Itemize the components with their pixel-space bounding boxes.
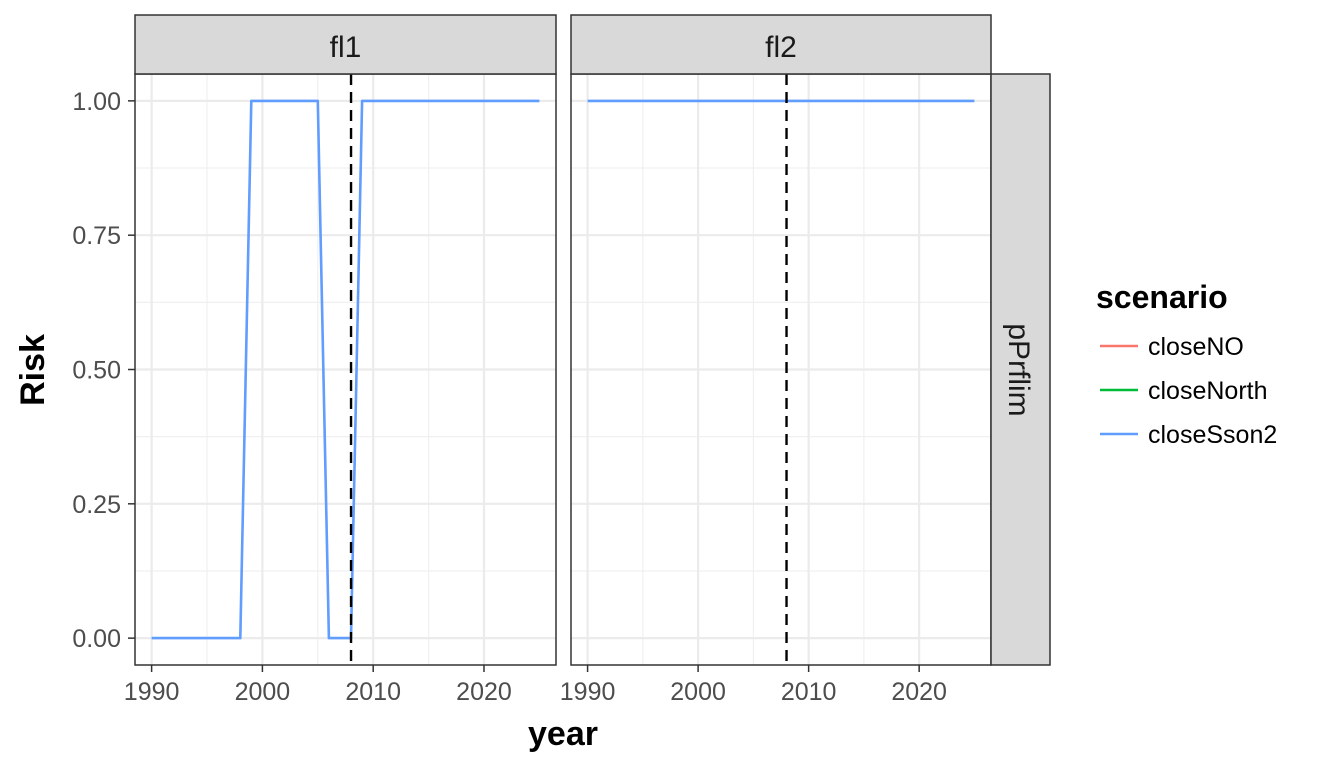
x-axis-title: year — [528, 715, 598, 753]
row-strip-label: pPrflim — [1002, 323, 1035, 416]
strip-label-fl2: fl2 — [765, 31, 797, 64]
legend-entries: closeNO closeNorth closeSson2 — [1100, 333, 1277, 449]
legend-label-closeSson2: closeSson2 — [1148, 421, 1277, 449]
y-tick-label: 0.25 — [72, 491, 121, 519]
strip-label-fl1: fl1 — [330, 31, 362, 64]
x-tick-label: 2000 — [235, 678, 291, 706]
strip-box — [570, 14, 992, 75]
panel-fl2: fl2 1990 2000 2010 2020 — [560, 14, 992, 706]
y-tick-label: 0.75 — [72, 222, 121, 250]
series-line-closeSson2 — [151, 99, 540, 640]
row-strip: pPrflim — [990, 73, 1051, 666]
legend-label-closeNO: closeNO — [1148, 333, 1244, 361]
x-tick-label: 2010 — [345, 678, 401, 706]
strip-box — [134, 14, 557, 75]
x-tick-label: 2010 — [781, 678, 837, 706]
legend-entry-closeNorth: closeNorth — [1100, 377, 1268, 405]
x-tick-label: 2020 — [456, 678, 512, 706]
y-tick-label: 1.00 — [72, 88, 121, 116]
y-tick-label: 0.00 — [72, 625, 121, 653]
panel-fl1: fl1 1990 2000 2010 2020 0.00 0.25 0.50 0.75 1.00 — [72, 14, 557, 706]
row-strip-box — [990, 73, 1051, 666]
legend-entry-closeSson2: closeSson2 — [1100, 421, 1277, 449]
x-tick-label: 2020 — [891, 678, 947, 706]
legend-entry-closeNO: closeNO — [1100, 333, 1244, 361]
x-tick-label: 2000 — [670, 678, 726, 706]
legend-title: scenario — [1096, 279, 1228, 315]
y-tick-label: 0.50 — [72, 357, 121, 385]
legend: scenario closeNO closeNorth closeSson2 — [1096, 279, 1277, 449]
x-tick-label: 1990 — [124, 678, 180, 706]
x-tick-label: 1990 — [560, 678, 616, 706]
legend-label-closeNorth: closeNorth — [1148, 377, 1268, 405]
y-axis-title: Risk — [14, 334, 52, 406]
